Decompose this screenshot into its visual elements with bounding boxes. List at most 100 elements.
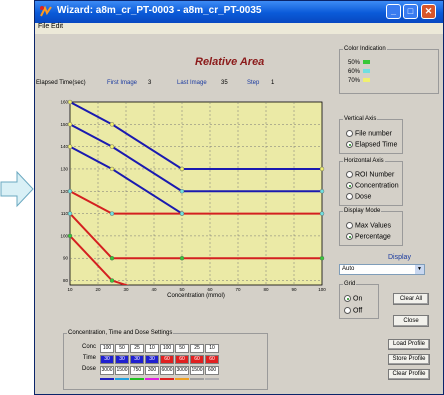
data-point: [67, 122, 73, 127]
dose-cell[interactable]: 3000: [175, 366, 189, 375]
chart-title: Relative Area: [195, 56, 265, 68]
radio-dot: [346, 193, 353, 200]
data-point: [67, 99, 73, 105]
clear-profile-button[interactable]: Clear Profile: [388, 369, 430, 380]
row-label-conc: Conc: [81, 344, 96, 350]
data-point: [109, 144, 115, 149]
conc-cell[interactable]: 10: [205, 344, 219, 353]
first-image-label: First Image: [107, 80, 138, 86]
time-cell[interactable]: 60: [205, 355, 219, 364]
series-line-4: [70, 190, 322, 215]
radio-label: Elapsed Time: [355, 141, 398, 149]
radio-elapsed-time[interactable]: Elapsed Time: [346, 141, 397, 148]
row-label-time: Time: [82, 355, 96, 361]
radio-percentage[interactable]: Percentage: [346, 233, 391, 240]
series-line-6: [70, 235, 130, 285]
x-tick-label: 100: [318, 287, 326, 292]
app-icon: [40, 5, 52, 17]
dose-cell[interactable]: 1500: [115, 366, 129, 375]
menu-bar: File Edit: [35, 23, 443, 34]
radio-label: File number: [355, 130, 392, 138]
dose-cell[interactable]: 1500: [190, 366, 204, 375]
conc-cell[interactable]: 100: [100, 344, 114, 353]
close-button[interactable]: Close: [393, 315, 429, 327]
dose-cell[interactable]: 750: [130, 366, 144, 375]
grid-legend: Grid: [344, 281, 356, 287]
x-tick-label: 80: [263, 287, 269, 292]
plot-area: [69, 101, 323, 286]
time-cell[interactable]: 60: [160, 355, 174, 364]
radio-dose[interactable]: Dose: [346, 193, 371, 200]
data-point: [67, 233, 73, 239]
data-point: [67, 144, 73, 149]
data-point: [109, 278, 115, 283]
store-profile-button[interactable]: Store Profile: [388, 354, 430, 365]
menu-edit[interactable]: Edit: [51, 23, 64, 30]
time-cell[interactable]: 30: [145, 355, 159, 364]
data-point: [319, 189, 325, 194]
y-tick-label: 150: [60, 122, 68, 127]
conc-cell[interactable]: 25: [130, 344, 144, 353]
conc-cell[interactable]: 50: [175, 344, 189, 353]
x-axis-label: Concentration (mmol): [167, 293, 225, 299]
conc-cell[interactable]: 25: [190, 344, 204, 353]
y-tick-label: 140: [60, 144, 68, 149]
radio-file-number[interactable]: File number: [346, 130, 392, 137]
grid-group: Grid On Off: [339, 281, 379, 319]
minimize-button[interactable]: _: [386, 4, 401, 19]
conc-cell[interactable]: 100: [160, 344, 174, 353]
conc-cell[interactable]: 10: [145, 344, 159, 353]
maximize-button[interactable]: □: [403, 4, 418, 19]
radio-roi-number[interactable]: ROI Number: [346, 171, 394, 178]
time-cell[interactable]: 60: [190, 355, 204, 364]
radio-dot: [344, 307, 351, 314]
load-profile-button[interactable]: Load Profile: [388, 339, 430, 350]
y-tick-label: 160: [60, 100, 68, 105]
display-select[interactable]: Auto ▼: [339, 264, 425, 275]
x-tick-label: 70: [235, 287, 241, 292]
dose-cell[interactable]: 300: [145, 366, 159, 375]
radio-dot: [346, 222, 353, 229]
color-bar: [100, 378, 114, 380]
menu-file[interactable]: File: [38, 23, 50, 30]
x-tick-label: 30: [123, 287, 129, 292]
last-image-label: Last Image: [177, 80, 207, 86]
horizontal-axis-group: Horizontal Axis ROI Number Concentration…: [339, 158, 403, 206]
radio-concentration[interactable]: Concentration: [346, 182, 399, 189]
conc-cell[interactable]: 50: [115, 344, 129, 353]
radio-grid-off[interactable]: Off: [344, 307, 362, 314]
radio-grid-on[interactable]: On: [344, 295, 362, 302]
y-tick-label: 80: [63, 278, 69, 283]
x-tick-label: 60: [207, 287, 213, 292]
radio-max-values[interactable]: Max Values: [346, 222, 391, 229]
chevron-down-icon[interactable]: ▼: [415, 265, 424, 274]
time-cell[interactable]: 30: [115, 355, 129, 364]
series-line-1: [70, 102, 322, 170]
color-bar: [160, 378, 174, 380]
display-label: Display: [388, 254, 411, 261]
color-indication-legend: Color Indication: [344, 46, 386, 52]
relative-area-chart: 10 20 30 40 50 60 70 80 90 100 80 90 100 110 120 130 140…: [60, 99, 326, 300]
radio-dot-selected: [346, 141, 353, 148]
settings-legend: Concentration, Time and Dose Settings: [68, 330, 173, 336]
y-tick-label: 130: [60, 166, 68, 171]
data-point: [319, 166, 325, 172]
time-cell[interactable]: 30: [130, 355, 144, 364]
step-value: 1: [271, 80, 275, 86]
time-cell[interactable]: 30: [100, 355, 114, 364]
clear-all-button[interactable]: Clear All: [393, 293, 429, 305]
close-window-button[interactable]: ✕: [421, 4, 436, 19]
dose-cell[interactable]: 600: [205, 366, 219, 375]
data-point: [67, 189, 73, 194]
dose-cell[interactable]: 6000: [160, 366, 174, 375]
series-line-5: [70, 212, 322, 260]
time-cell[interactable]: 60: [175, 355, 189, 364]
data-point: [179, 189, 185, 194]
dose-cell[interactable]: 3000: [100, 366, 114, 375]
data-point: [109, 166, 115, 172]
color-indication-group: Color Indication 50% 60% 70%: [339, 46, 439, 94]
data-point: [67, 211, 73, 216]
main-panel: Relative Area Elapsed Time(sec) First Im…: [35, 34, 443, 394]
horizontal-axis-legend: Horizontal Axis: [344, 158, 384, 164]
color-label-70: 70%: [348, 78, 361, 84]
